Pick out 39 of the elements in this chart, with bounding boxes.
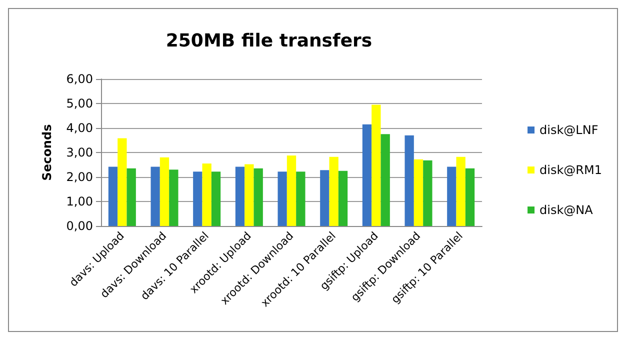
bar: [456, 156, 466, 226]
bar: [320, 170, 330, 226]
bar: [414, 159, 424, 226]
bar: [244, 164, 254, 226]
bar: [235, 166, 245, 226]
bar: [338, 170, 348, 226]
bar: [380, 134, 390, 226]
y-tick-label: 5,00: [66, 96, 93, 110]
bar: [254, 168, 263, 226]
legend-label: disk@LNF: [540, 123, 598, 137]
y-tick-label: 1,00: [66, 194, 93, 208]
y-tick-label: 4,00: [66, 121, 93, 135]
chart-title: 250MB file transfers: [166, 30, 372, 52]
bar: [118, 138, 127, 226]
bar: [108, 166, 118, 226]
bar: [329, 156, 338, 226]
bar: [372, 104, 381, 226]
bar: [362, 124, 372, 226]
bar: [423, 160, 432, 226]
y-tick-label: 6,00: [66, 72, 93, 86]
bar: [169, 170, 178, 226]
bar: [286, 155, 296, 226]
bar: [126, 168, 136, 226]
y-tick-label: 0,00: [66, 219, 93, 233]
bar: [160, 157, 170, 226]
bar: [447, 166, 456, 226]
bar: [211, 172, 221, 226]
y-tick-label: 2,00: [66, 170, 93, 184]
bar: [150, 166, 160, 226]
legend-label: disk@NA: [540, 203, 594, 217]
bar: [465, 168, 475, 226]
legend-label: disk@RM1: [540, 163, 602, 177]
bar: [404, 135, 414, 226]
bar: [278, 172, 287, 226]
bar: [296, 172, 306, 226]
y-tick-label: 3,00: [66, 146, 93, 160]
bar: [202, 164, 212, 226]
bar: [193, 172, 202, 226]
y-axis-title: Seconds: [40, 124, 54, 181]
